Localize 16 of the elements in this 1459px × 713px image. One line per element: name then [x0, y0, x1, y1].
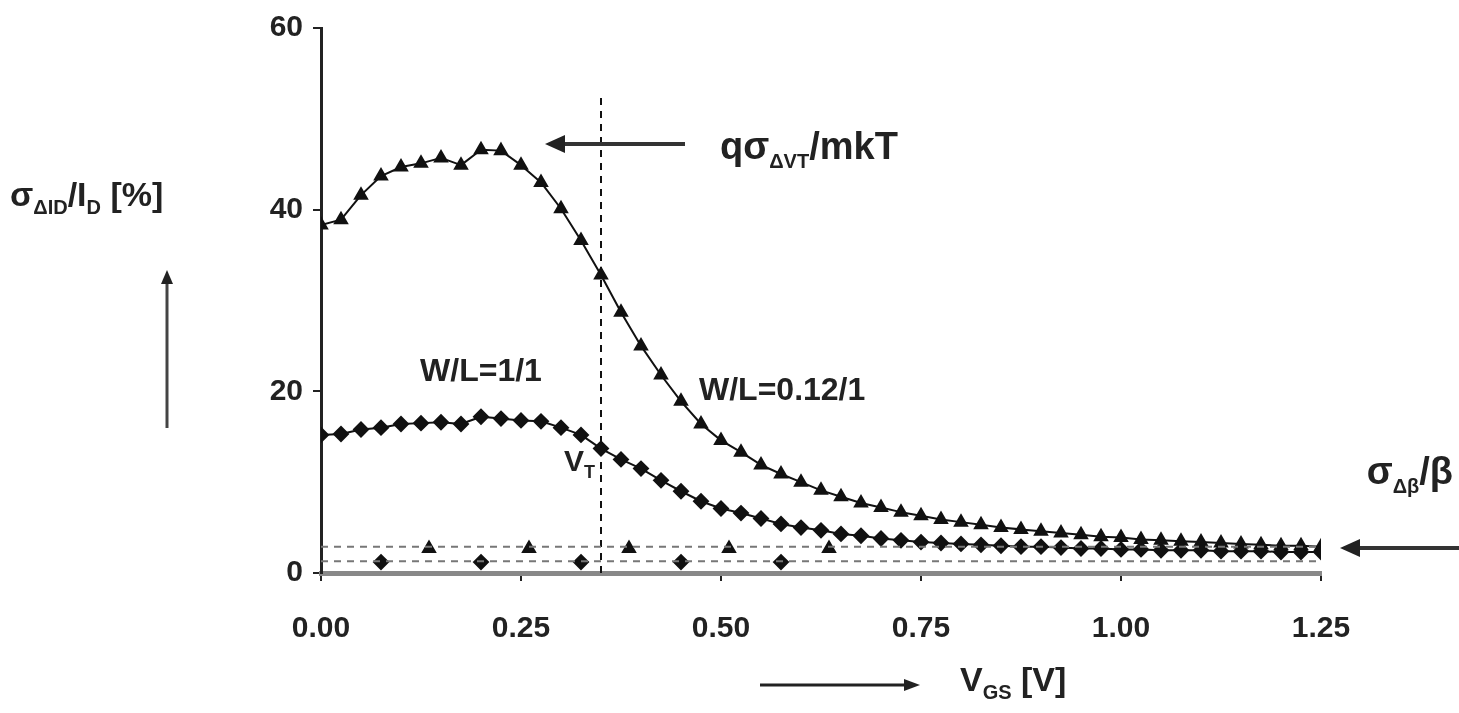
- x-axis-title: V$_{GS}$ [V]: [960, 660, 1067, 704]
- y-tick-label: 0: [286, 554, 303, 588]
- x-tick-label: 0.25: [491, 610, 551, 644]
- x-tick-label: 0.50: [691, 610, 751, 644]
- series-label: W/L=0.12/1: [699, 371, 866, 408]
- y-tick-label: 60: [269, 9, 303, 43]
- x-tick-label: 1.25: [1291, 610, 1351, 644]
- text: σ$_{Δβ}$/β: [1366, 450, 1453, 498]
- x-tick-label: 1.00: [1091, 610, 1151, 644]
- annotation: qσ$_{ΔVT}$/mkT: [720, 125, 898, 173]
- x-tick-label: 0.75: [891, 610, 951, 644]
- y-tick-label: 20: [269, 372, 303, 406]
- series-label: W/L=1/1: [420, 351, 542, 388]
- y-tick-label: 40: [269, 190, 303, 224]
- y-axis-title: σ$_{ΔID}$/I$_{D}$ [%]: [10, 175, 164, 219]
- x-tick-label: 0.00: [291, 610, 351, 644]
